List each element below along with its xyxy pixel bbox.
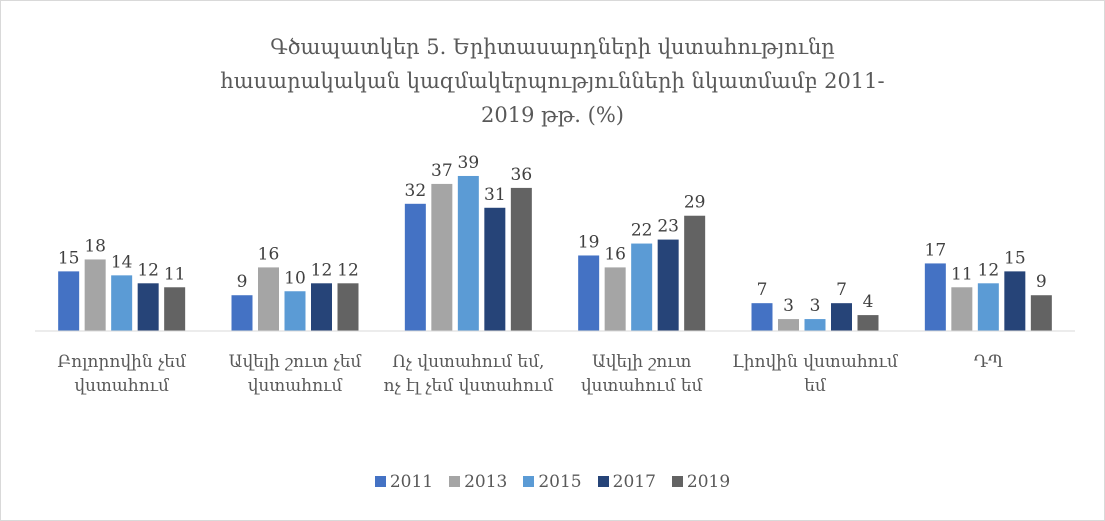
- x-tick-label: Ավելի շուտ վստահում եմ: [580, 352, 703, 396]
- legend-label: 2017: [612, 472, 656, 492]
- bar: [578, 255, 600, 331]
- legend-item: 2019: [671, 472, 731, 492]
- data-label: 11: [951, 264, 973, 284]
- x-tick-label: Ոչ վստահում եմ, ոչ էլ չեմ վստահում: [383, 352, 554, 396]
- bar: [484, 207, 506, 331]
- legend-item: 2015: [523, 472, 582, 492]
- data-label: 19: [578, 232, 600, 252]
- data-label: 39: [458, 153, 480, 173]
- data-label: 29: [684, 193, 706, 213]
- data-label: 16: [604, 244, 626, 264]
- bar: [231, 295, 253, 331]
- legend-label: 2011: [389, 472, 434, 492]
- bar: [58, 271, 80, 331]
- data-label: 3: [783, 296, 794, 316]
- data-label: 4: [863, 292, 874, 312]
- bar: [1030, 295, 1052, 331]
- data-label: 31: [484, 185, 506, 205]
- bar: [684, 215, 706, 331]
- data-label: 15: [1004, 248, 1026, 268]
- data-label: 36: [511, 165, 533, 185]
- bar: [258, 267, 279, 331]
- x-tick-label: Լիովին վստահում եմ: [732, 352, 898, 396]
- legend: 2011 2013 2015 2017 2019: [0, 472, 1105, 492]
- bar: [284, 291, 306, 331]
- data-label: 32: [405, 181, 427, 201]
- bar: [431, 183, 453, 331]
- data-label: 9: [237, 272, 248, 292]
- x-tick-label: Ավելի շուտ չեմ վստահում: [228, 352, 362, 396]
- data-label: 15: [58, 248, 80, 268]
- data-label: 12: [137, 260, 159, 280]
- data-label: 12: [337, 260, 359, 280]
- bar: [857, 315, 879, 331]
- legend-item: 2017: [597, 472, 656, 492]
- x-tick-label: Բոլորովին չեմ վստահում: [57, 352, 186, 396]
- data-label: 7: [757, 280, 768, 300]
- legend-swatch: [449, 476, 461, 487]
- legend-swatch: [671, 476, 683, 487]
- bar: [84, 259, 106, 331]
- bar: [657, 239, 679, 331]
- bar: [457, 175, 479, 331]
- data-label: 14: [111, 252, 133, 272]
- bar: [751, 303, 773, 331]
- bar: [977, 283, 999, 331]
- bar: [1004, 271, 1026, 331]
- legend-swatch: [597, 476, 609, 487]
- legend-swatch: [523, 476, 535, 487]
- bar: [604, 267, 626, 331]
- x-tick-label: ԴՊ: [973, 352, 1003, 372]
- legend-item: 2011: [374, 472, 434, 492]
- bar: [510, 187, 532, 331]
- bar: [924, 263, 946, 331]
- bar: [311, 283, 332, 331]
- data-label: 11: [164, 264, 186, 284]
- data-label: 23: [657, 217, 679, 237]
- data-label: 3: [810, 296, 821, 316]
- legend-label: 2013: [464, 472, 508, 492]
- data-label: 9: [1036, 272, 1047, 292]
- data-label: 12: [311, 260, 333, 280]
- bar: [111, 275, 133, 331]
- bar: [951, 287, 973, 331]
- legend-item: 2013: [449, 472, 507, 492]
- bar: [631, 243, 653, 331]
- data-label: 12: [978, 260, 1000, 280]
- bar: [831, 303, 852, 331]
- bar: [164, 287, 186, 331]
- data-label: 10: [284, 268, 306, 288]
- data-label: 7: [836, 280, 847, 300]
- bar: [778, 319, 799, 331]
- legend-swatch: [374, 476, 386, 487]
- data-label: 22: [631, 221, 653, 241]
- data-label: 37: [431, 161, 453, 181]
- bar: [804, 319, 826, 331]
- data-label: 17: [925, 240, 947, 260]
- bar: [404, 203, 426, 331]
- data-label: 16: [258, 244, 280, 264]
- data-label: 18: [84, 236, 106, 256]
- chart-title: Գծապատկեր 5. Երիտասարդների վստահությունը…: [220, 35, 885, 127]
- bar: [337, 283, 359, 331]
- legend-label: 2015: [538, 472, 582, 492]
- bar: [137, 283, 159, 331]
- legend-label: 2019: [686, 472, 731, 492]
